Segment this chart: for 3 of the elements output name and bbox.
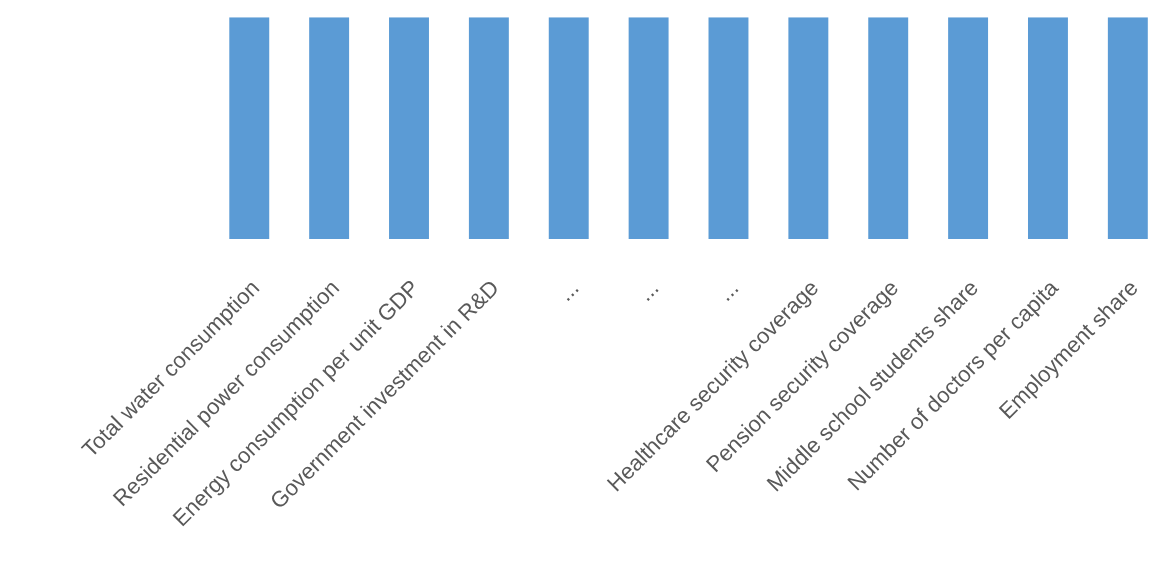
x-tick-label: ... (566, 288, 579, 301)
x-tick-label: ... (646, 288, 659, 301)
x-tick-label: ... (726, 288, 739, 301)
